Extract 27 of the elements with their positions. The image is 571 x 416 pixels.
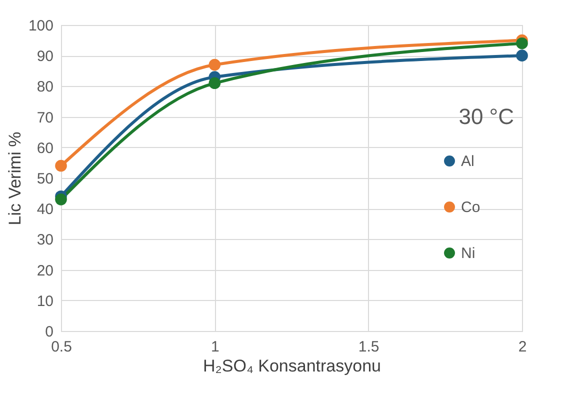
- y-tick-label: 80: [36, 78, 54, 96]
- y-tick-label: 0: [45, 324, 54, 340]
- point: [208, 58, 221, 71]
- y-tick-label: 10: [36, 292, 54, 310]
- y-tick-label: 30: [36, 232, 54, 249]
- x-axis-title: H₂SO₄ Konsantrasyonu: [203, 356, 381, 376]
- y-tick-label: 70: [36, 109, 54, 126]
- y-tick-label: 60: [36, 140, 54, 157]
- y-tick-label: 40: [36, 201, 54, 218]
- x-tick-label: 1: [210, 338, 220, 356]
- point: [55, 194, 67, 206]
- x-tick-label: 0.5: [51, 338, 72, 356]
- y-tick-label: 90: [36, 48, 54, 66]
- legend-label: Co: [461, 199, 480, 216]
- legend-label: Al: [461, 153, 474, 170]
- point: [516, 50, 528, 62]
- y-axis-title: Lic Verimi %: [5, 132, 24, 226]
- y-tick-label: 50: [36, 170, 54, 188]
- x-tick-label: 1.5: [358, 338, 380, 356]
- legend-label: Ni: [461, 245, 476, 262]
- point: [208, 77, 221, 90]
- y-tick-label: 20: [36, 262, 54, 280]
- annotation: 30 °C: [458, 104, 514, 129]
- x-tick-label: 2: [518, 338, 527, 356]
- point: [55, 160, 67, 172]
- point: [516, 37, 528, 50]
- y-tick-label: 100: [28, 18, 54, 34]
